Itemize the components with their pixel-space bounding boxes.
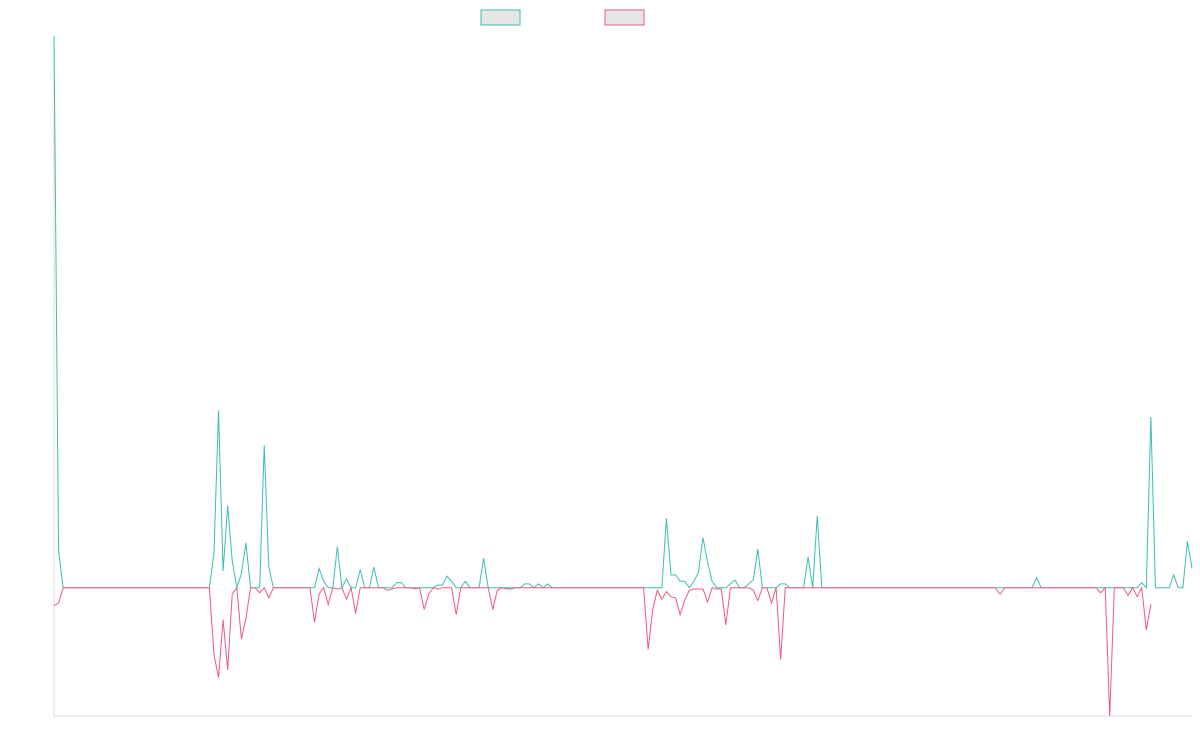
legend[interactable] bbox=[480, 9, 645, 26]
legend-item-2[interactable] bbox=[604, 9, 645, 26]
series-line-2 bbox=[53, 585, 1152, 717]
legend-swatch-2 bbox=[604, 9, 645, 26]
legend-item-1[interactable] bbox=[480, 9, 521, 26]
series-line-1 bbox=[53, 35, 1193, 590]
plot-area bbox=[53, 35, 1193, 717]
legend-swatch-1 bbox=[480, 9, 521, 26]
